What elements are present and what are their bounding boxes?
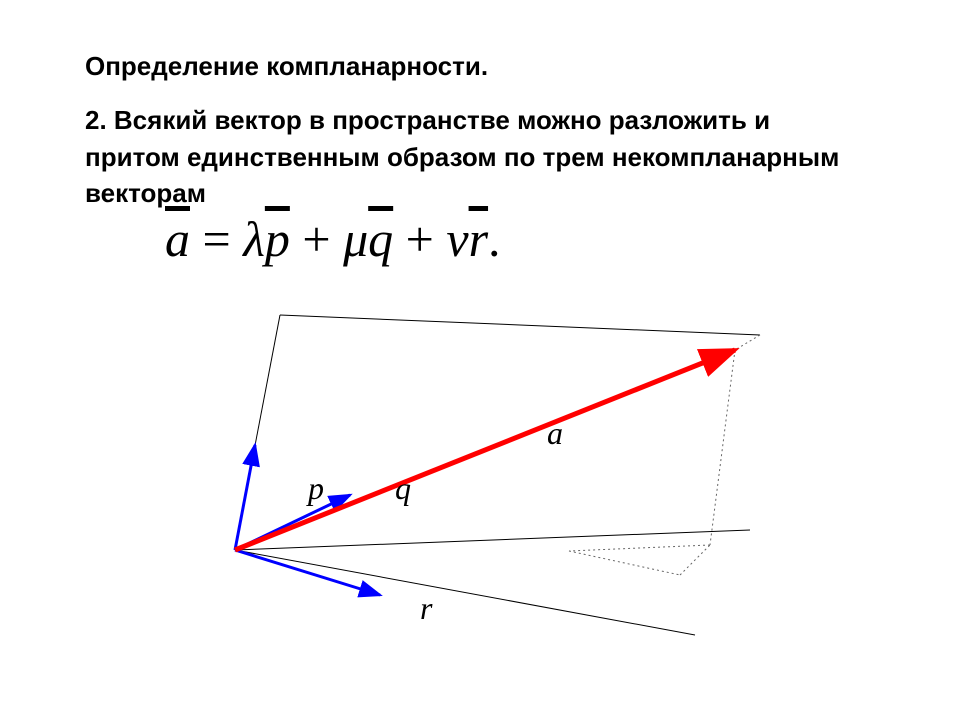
vector-diagram: a p q r bbox=[120, 295, 820, 675]
formula-dot: . bbox=[488, 211, 501, 267]
vector-svg bbox=[120, 295, 820, 675]
formula-eq: = bbox=[190, 211, 243, 267]
formula-lambda: λ bbox=[243, 211, 265, 267]
formula-a: a bbox=[165, 211, 190, 267]
formula-p: p bbox=[265, 211, 290, 267]
text-block: Определение компланарности. 2. Всякий ве… bbox=[85, 48, 865, 230]
slide: Определение компланарности. 2. Всякий ве… bbox=[0, 0, 960, 720]
label-a: a bbox=[547, 415, 563, 452]
label-p: p bbox=[308, 470, 324, 507]
formula-r: r bbox=[469, 211, 488, 267]
label-q: q bbox=[395, 470, 411, 507]
formula-nu: ν bbox=[446, 211, 468, 267]
paragraph: 2. Всякий вектор в пространстве можно ра… bbox=[85, 102, 865, 211]
formula: a = λp + μq + νr. bbox=[165, 210, 501, 268]
formula-plus2: + bbox=[393, 211, 446, 267]
formula-q: q bbox=[368, 211, 393, 267]
formula-mu: μ bbox=[343, 211, 368, 267]
title-line: Определение компланарности. bbox=[85, 48, 865, 84]
formula-plus1: + bbox=[290, 211, 343, 267]
label-r: r bbox=[420, 590, 432, 627]
